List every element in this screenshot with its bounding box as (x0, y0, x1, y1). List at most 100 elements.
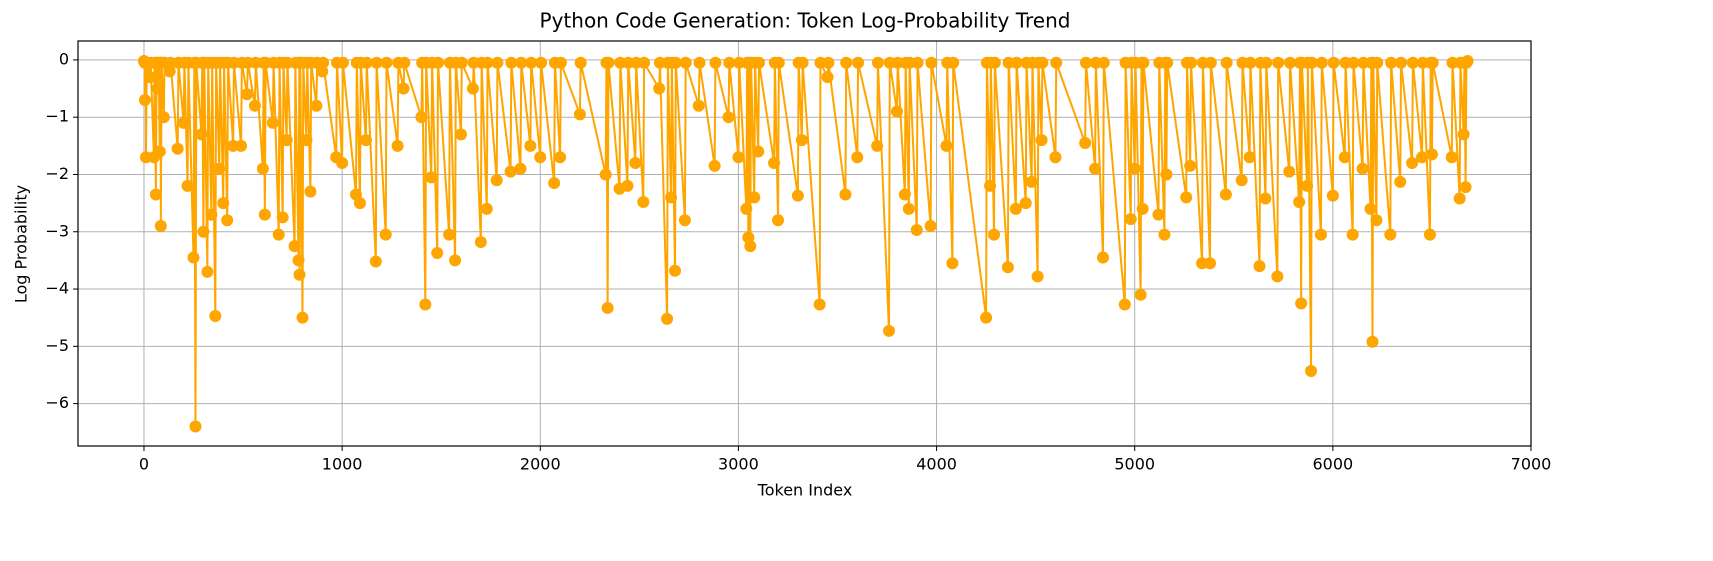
data-point (693, 56, 706, 69)
data-point (300, 134, 313, 147)
data-point (151, 82, 164, 95)
data-point (851, 151, 864, 164)
data-point (1031, 270, 1044, 283)
data-point (1204, 257, 1217, 270)
data-point (504, 165, 517, 178)
data-point (189, 420, 202, 433)
data-point (415, 111, 428, 124)
data-point (480, 202, 493, 215)
data-point (744, 240, 757, 253)
data-point (753, 56, 766, 69)
data-point (241, 88, 254, 101)
data-point (153, 145, 166, 158)
data-point (1050, 56, 1063, 69)
data-point (1204, 56, 1217, 69)
data-point (419, 298, 432, 311)
data-point (443, 228, 456, 241)
data-point (1220, 56, 1233, 69)
data-point (1326, 189, 1339, 202)
data-point (481, 56, 494, 69)
data-point (474, 236, 487, 249)
data-point (1364, 202, 1377, 215)
data-point (1180, 191, 1193, 204)
data-point (1025, 175, 1038, 188)
data-point (940, 139, 953, 152)
data-point (505, 56, 518, 69)
data-point (455, 56, 468, 69)
x-tick-label: 6000 (1312, 455, 1353, 474)
data-point (1453, 192, 1466, 205)
data-point (432, 56, 445, 69)
data-point (292, 254, 305, 267)
data-point (795, 134, 808, 147)
data-point (1243, 151, 1256, 164)
data-point (574, 56, 587, 69)
data-point (1416, 151, 1429, 164)
data-point (1097, 251, 1110, 264)
data-point (431, 246, 444, 259)
data-point (1293, 195, 1306, 208)
data-point (138, 94, 151, 107)
data-point (1272, 56, 1285, 69)
data-point (1459, 181, 1472, 194)
y-tick-label: −2 (45, 164, 69, 183)
data-point (154, 220, 167, 233)
data-point (380, 56, 393, 69)
data-point (449, 254, 462, 267)
data-point (1315, 56, 1328, 69)
data-point (740, 202, 753, 215)
data-point (524, 139, 537, 152)
data-point (1347, 56, 1360, 69)
data-point (911, 56, 924, 69)
data-point (213, 162, 226, 175)
data-point (1406, 56, 1419, 69)
data-point (1271, 270, 1284, 283)
data-point (205, 208, 218, 221)
x-axis-label: Token Index (757, 481, 853, 500)
data-point (821, 71, 834, 84)
data-point (163, 65, 176, 78)
data-point (1118, 298, 1131, 311)
data-point (661, 312, 674, 325)
data-point (491, 56, 504, 69)
data-point (143, 71, 156, 84)
data-point (296, 311, 309, 324)
y-tick-label: −6 (45, 393, 69, 412)
data-point (1097, 56, 1110, 69)
data-point (1366, 335, 1379, 348)
data-point (1346, 228, 1359, 241)
data-point (359, 134, 372, 147)
data-point (258, 208, 271, 221)
data-point (1161, 56, 1174, 69)
y-tick-label: −1 (45, 107, 69, 126)
data-point (910, 224, 923, 237)
data-point (534, 151, 547, 164)
data-point (1314, 228, 1327, 241)
data-point (336, 157, 349, 170)
data-point (988, 228, 1001, 241)
data-point (791, 189, 804, 202)
data-point (317, 56, 330, 69)
x-tick-label: 2000 (520, 455, 561, 474)
data-point (1079, 56, 1092, 69)
data-point (822, 56, 835, 69)
data-point (772, 214, 785, 227)
x-tick-label: 0 (139, 455, 149, 474)
data-point (1244, 56, 1257, 69)
data-point (1423, 228, 1436, 241)
data-point (796, 56, 809, 69)
data-point (708, 159, 721, 172)
data-point (692, 99, 705, 112)
data-point (1184, 56, 1197, 69)
data-point (1219, 188, 1232, 201)
chart-title: Python Code Generation: Token Log-Probab… (540, 9, 1071, 33)
data-point (839, 188, 852, 201)
data-point (276, 211, 289, 224)
x-tick-label: 4000 (916, 455, 957, 474)
data-point (768, 157, 781, 170)
data-point (1001, 261, 1014, 274)
data-point (1305, 364, 1318, 377)
data-point (360, 56, 373, 69)
data-point (752, 145, 765, 158)
